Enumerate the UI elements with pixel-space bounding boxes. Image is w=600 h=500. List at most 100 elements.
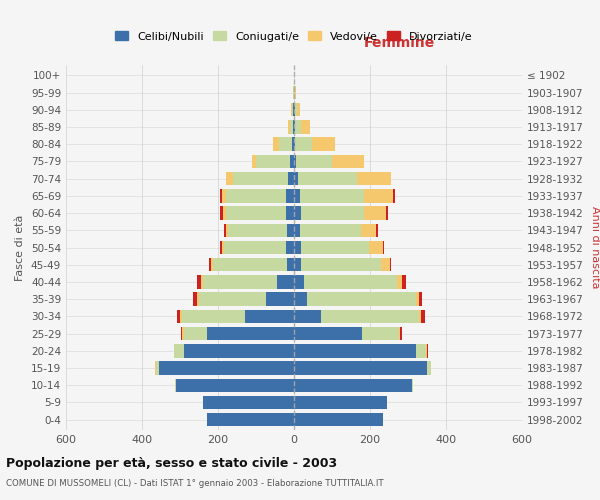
Bar [301,120,310,134]
Bar [233,172,289,186]
Bar [203,275,277,288]
Bar [294,103,295,117]
Bar [279,138,292,151]
Bar [292,138,294,151]
Bar [376,224,377,237]
Text: Popolazione per età, sesso e stato civile - 2003: Popolazione per età, sesso e stato civil… [6,458,337,470]
Bar [304,275,397,288]
Bar [427,362,431,374]
Bar [223,206,226,220]
Bar [294,258,301,272]
Bar [222,189,226,202]
Bar [295,120,301,134]
Bar [294,413,383,426]
Bar [300,224,361,237]
Bar [288,120,290,134]
Bar [177,310,180,323]
Bar [294,120,295,134]
Text: Femmine: Femmine [363,36,434,51]
Bar [159,362,294,374]
Bar [398,327,400,340]
Bar [228,224,287,237]
Bar [294,224,300,237]
Bar [220,241,222,254]
Bar [294,327,362,340]
Bar [400,327,401,340]
Bar [289,172,294,186]
Bar [180,310,182,323]
Bar [265,292,294,306]
Bar [290,120,293,134]
Bar [301,241,369,254]
Bar [197,275,201,288]
Bar [296,154,332,168]
Bar [226,206,286,220]
Bar [332,154,364,168]
Legend: Celibi/Nubili, Coniugati/e, Vedovi/e, Divorziati/e: Celibi/Nubili, Coniugati/e, Vedovi/e, Di… [111,27,477,46]
Bar [193,292,197,306]
Bar [294,396,387,409]
Bar [380,258,390,272]
Bar [320,310,419,323]
Bar [213,258,287,272]
Y-axis label: Fasce di età: Fasce di età [16,214,25,280]
Bar [294,241,301,254]
Bar [245,310,294,323]
Bar [222,241,224,254]
Bar [403,275,406,288]
Bar [211,258,213,272]
Bar [294,138,295,151]
Bar [294,292,307,306]
Bar [224,241,286,254]
Bar [419,310,421,323]
Bar [287,224,294,237]
Bar [256,154,290,168]
Bar [209,258,211,272]
Bar [300,189,364,202]
Bar [419,292,422,306]
Bar [295,138,312,151]
Bar [175,344,184,358]
Bar [364,189,393,202]
Bar [296,103,300,117]
Bar [184,344,294,358]
Bar [224,224,226,237]
Bar [201,275,203,288]
Bar [173,344,175,358]
Bar [220,206,223,220]
Bar [294,362,427,374]
Bar [386,206,388,220]
Bar [416,292,419,306]
Bar [226,189,286,202]
Bar [287,258,294,272]
Bar [156,362,159,374]
Bar [294,344,416,358]
Bar [182,327,184,340]
Bar [199,292,265,306]
Bar [369,241,383,254]
Bar [356,172,391,186]
Bar [292,103,293,117]
Bar [364,206,386,220]
Bar [226,224,228,237]
Bar [220,189,222,202]
Bar [286,241,294,254]
Bar [273,138,279,151]
Text: COMUNE DI MUSSOMELI (CL) - Dati ISTAT 1° gennaio 2003 - Elaborazione TUTTITALIA.: COMUNE DI MUSSOMELI (CL) - Dati ISTAT 1°… [6,479,383,488]
Bar [397,275,403,288]
Bar [181,327,182,340]
Bar [286,206,294,220]
Bar [393,189,395,202]
Bar [416,344,426,358]
Y-axis label: Anni di nascita: Anni di nascita [590,206,600,289]
Bar [301,258,380,272]
Bar [293,120,294,134]
Bar [294,189,300,202]
Bar [203,396,294,409]
Bar [176,378,294,392]
Bar [290,154,294,168]
Bar [298,172,356,186]
Bar [197,292,199,306]
Bar [421,310,425,323]
Bar [175,378,176,392]
